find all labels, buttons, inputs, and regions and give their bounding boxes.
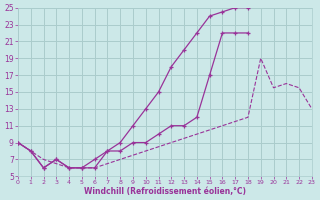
X-axis label: Windchill (Refroidissement éolien,°C): Windchill (Refroidissement éolien,°C) xyxy=(84,187,246,196)
